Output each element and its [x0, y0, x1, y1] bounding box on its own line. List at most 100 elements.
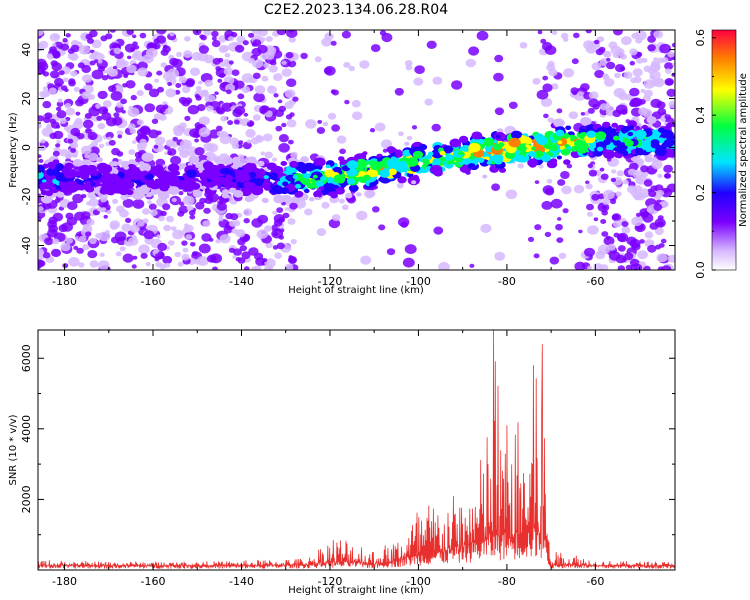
- heatmap-cell: [253, 167, 260, 173]
- heatmap-cell: [275, 125, 283, 132]
- heatmap-cell: [643, 144, 652, 151]
- heatmap-cell: [281, 68, 292, 77]
- heatmap-cell: [160, 62, 168, 68]
- heatmap-cell: [369, 128, 376, 133]
- snr-y-axis-label: SNR (10 * v/v): [8, 414, 19, 485]
- heatmap-cell: [105, 33, 113, 40]
- heatmap-cell: [109, 183, 119, 191]
- heatmap-cell: [584, 111, 590, 116]
- heatmap-cell: [38, 58, 47, 68]
- heatmap-cell: [129, 170, 142, 181]
- heatmap-cell: [644, 156, 653, 163]
- heatmap-cell: [76, 133, 85, 140]
- heatmap-cell: [425, 154, 433, 160]
- heatmap-cell: [197, 104, 206, 112]
- heatmap-cell: [88, 198, 99, 207]
- heatmap-cell: [653, 203, 663, 211]
- heatmap-cell: [160, 210, 167, 217]
- heatmap-cell: [123, 73, 129, 79]
- heatmap-cell: [55, 124, 61, 129]
- heatmap-cell: [378, 177, 384, 182]
- heatmap-cell: [289, 160, 299, 168]
- heatmap-cell: [148, 42, 155, 49]
- heatmap-cell: [317, 119, 323, 124]
- y-tick-label: 6000: [20, 344, 33, 372]
- heatmap-cell: [273, 219, 283, 227]
- heatmap-cell: [257, 44, 268, 54]
- heatmap-cell: [59, 118, 67, 124]
- heatmap-cell: [476, 30, 489, 41]
- heatmap-cell: [291, 196, 301, 204]
- heatmap-cell: [177, 179, 187, 187]
- heatmap-cell: [321, 201, 330, 209]
- heatmap-cell: [248, 57, 255, 64]
- heatmap-cell: [621, 226, 631, 234]
- heatmap-cell: [324, 65, 336, 76]
- y-tick-label: 4000: [20, 415, 33, 443]
- heatmap-cell: [426, 40, 437, 49]
- heatmap-cell: [261, 75, 269, 82]
- heatmap-cell: [654, 227, 664, 236]
- heatmap-cell: [252, 114, 261, 121]
- heatmap-cell: [585, 183, 593, 190]
- heatmap-cell: [68, 78, 76, 85]
- heatmap-cell: [56, 106, 62, 112]
- heatmap-cell: [167, 163, 180, 173]
- heatmap-cell: [339, 159, 347, 166]
- heatmap-cell: [411, 125, 418, 130]
- heatmap-cell: [218, 216, 224, 222]
- heatmap-cell: [198, 243, 211, 254]
- heatmap-cell: [188, 210, 196, 216]
- heatmap-cell: [140, 252, 148, 259]
- heatmap-cell: [156, 130, 162, 136]
- heatmap-cell: [660, 238, 667, 244]
- heatmap-cell: [465, 170, 471, 175]
- heatmap-cell: [655, 244, 661, 250]
- heatmap-cell: [656, 253, 668, 263]
- heatmap-cell: [352, 111, 363, 120]
- heatmap-cell: [56, 139, 61, 144]
- heatmap-cell: [351, 99, 361, 108]
- heatmap-cell: [432, 76, 443, 85]
- heatmap-cell: [97, 59, 103, 64]
- heatmap-cell: [613, 135, 620, 141]
- heatmap-cell: [42, 202, 52, 210]
- heatmap-cell: [653, 57, 658, 61]
- y-tick-label: 40: [20, 43, 33, 57]
- heatmap-cell: [560, 32, 569, 40]
- heatmap-cell: [553, 118, 565, 128]
- heatmap-cell: [67, 138, 74, 144]
- heatmap-cell: [289, 202, 298, 210]
- heatmap-cell: [56, 110, 67, 119]
- heatmap-cell: [663, 130, 674, 138]
- heatmap-cell: [221, 192, 230, 199]
- heatmap-cell: [665, 79, 674, 86]
- heatmap-cell: [280, 187, 289, 195]
- heatmap-cell: [216, 202, 227, 211]
- heatmap-cell: [663, 139, 675, 148]
- heatmap-cell: [89, 53, 97, 60]
- heatmap-cell: [315, 165, 321, 170]
- heatmap-cell: [91, 69, 104, 80]
- heatmap-cell: [625, 264, 633, 270]
- heatmap-cell: [95, 232, 103, 239]
- heatmap-cell: [127, 107, 140, 118]
- heatmap-cell: [97, 260, 110, 270]
- heatmap-cell: [638, 107, 648, 116]
- heatmap-cell: [203, 30, 212, 36]
- heatmap-cell: [566, 163, 573, 169]
- heatmap-cell: [602, 121, 611, 128]
- heatmap-cell: [576, 141, 589, 152]
- heatmap-cell: [137, 90, 143, 94]
- heatmap-cell: [183, 50, 193, 58]
- heatmap-cell: [664, 62, 674, 70]
- heatmap-cell: [644, 89, 653, 98]
- heatmap-cell: [651, 159, 663, 170]
- heatmap-cell: [223, 67, 234, 76]
- heatmap-cell: [586, 130, 596, 138]
- heatmap-cell: [594, 69, 605, 79]
- heatmap-cell: [657, 137, 666, 144]
- heatmap-cell: [491, 153, 504, 163]
- heatmap-cell: [172, 229, 184, 240]
- snr-frame: [37, 329, 676, 571]
